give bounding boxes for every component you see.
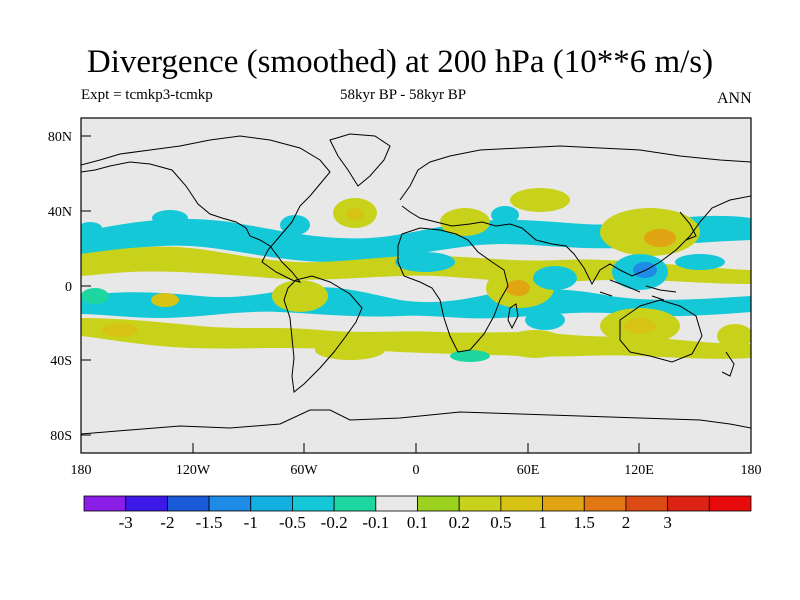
- colorbar-label: -1: [244, 513, 258, 532]
- colorbar-swatch: [583, 495, 627, 512]
- map-area: [81, 118, 751, 453]
- colorbar-label: 0.1: [407, 513, 428, 532]
- colorbar-label: 1: [538, 513, 547, 532]
- lon-label: 120E: [624, 463, 654, 478]
- coast-new-zealand: [721, 351, 735, 377]
- field-blob: [151, 293, 179, 307]
- field-blob: [491, 206, 519, 224]
- latitude-axis: 80N 40N 0 40S 80S: [48, 130, 91, 444]
- coastlines: [81, 133, 751, 435]
- field-negative-equator-band: [81, 287, 751, 319]
- lon-label: 60E: [517, 463, 540, 478]
- lon-label: 60W: [290, 463, 318, 478]
- colorbar-swatch: [625, 495, 669, 512]
- colorbar-swatch: [125, 495, 168, 512]
- colorbar-label: -0.1: [362, 513, 389, 532]
- coast-north-america: [81, 135, 331, 283]
- lat-label: 40N: [48, 205, 72, 220]
- field-blob: [533, 266, 577, 290]
- longitude-axis: 180 120W 60W 0 60E 120E 180: [71, 443, 762, 478]
- field-negative-north-band: [81, 215, 751, 262]
- colorbar-swatch: [250, 495, 293, 512]
- field-blob: [81, 288, 109, 304]
- field-blob: [280, 215, 310, 235]
- lat-label: 0: [65, 280, 72, 295]
- field-blob: [717, 324, 751, 348]
- colorbar-label: 0.5: [490, 513, 511, 532]
- field-blob: [450, 350, 490, 362]
- colorbar-swatch: [208, 495, 252, 512]
- coast-australia: [619, 299, 703, 363]
- lon-label: 180: [741, 463, 762, 478]
- colorbar-swatch: [292, 495, 335, 512]
- field-blob: [346, 208, 364, 220]
- lon-label: 120W: [176, 463, 211, 478]
- colorbar-swatch: [667, 495, 710, 512]
- field-blob: [624, 318, 656, 334]
- field-blob: [510, 188, 570, 212]
- field-blob: [395, 252, 455, 272]
- divergence-field: [81, 188, 751, 362]
- field-blob: [506, 280, 530, 296]
- colorbar-swatch: [333, 495, 377, 512]
- period-label: 58kyr BP - 58kyr BP: [340, 87, 467, 103]
- season-label: ANN: [717, 90, 752, 107]
- field-blob: [440, 208, 490, 236]
- colorbar-swatch: [375, 495, 418, 512]
- colorbar-label: 2: [622, 513, 631, 532]
- experiment-label: Expt = tcmkp3-tcmkp: [81, 87, 213, 103]
- coast-eurasia: [399, 145, 751, 286]
- colorbar-label: -0.2: [321, 513, 348, 532]
- field-blob: [102, 323, 138, 337]
- chart-title: Divergence (smoothed) at 200 hPa (10**6 …: [86, 44, 714, 80]
- coast-greenland: [329, 133, 391, 187]
- colorbar-swatch: [83, 495, 127, 512]
- colorbar-label: 0.2: [449, 513, 470, 532]
- field-blob: [525, 310, 565, 330]
- lat-label: 80N: [48, 130, 72, 145]
- lon-label: 180: [71, 463, 92, 478]
- colorbar-swatch: [542, 495, 585, 512]
- coast-africa: [397, 227, 509, 353]
- coast-indonesia: [599, 279, 677, 301]
- field-blob: [152, 210, 188, 226]
- coast-antarctica: [81, 409, 751, 435]
- colorbar: -3 -2 -1.5 -1 -0.5 -0.2 -0.1 0.1 0.2 0.5 1 1.5 2 3: [83, 495, 752, 532]
- colorbar-label: 3: [663, 513, 672, 532]
- field-blob: [503, 330, 567, 358]
- coast-south-america: [283, 275, 363, 393]
- lon-label: 0: [413, 463, 420, 478]
- coast-madagascar: [507, 303, 519, 330]
- field-blob: [644, 229, 676, 247]
- colorbar-swatch: [500, 495, 543, 512]
- colorbar-label: -2: [160, 513, 174, 532]
- field-blob: [81, 222, 102, 234]
- field-positive-south-band: [81, 318, 751, 359]
- colorbar-label: -0.5: [279, 513, 306, 532]
- colorbar-swatch: [458, 495, 502, 512]
- lat-label: 40S: [50, 354, 72, 369]
- field-blob: [272, 280, 328, 312]
- colorbar-swatch: [417, 495, 460, 512]
- colorbar-label: -1.5: [196, 513, 223, 532]
- colorbar-swatch: [166, 495, 210, 512]
- colorbar-label: -3: [119, 513, 133, 532]
- field-blob: [675, 254, 725, 270]
- lat-label: 80S: [50, 429, 72, 444]
- colorbar-swatch: [708, 495, 752, 512]
- colorbar-label: 1.5: [574, 513, 595, 532]
- coast-japan: [679, 211, 697, 241]
- field-blob: [315, 340, 385, 360]
